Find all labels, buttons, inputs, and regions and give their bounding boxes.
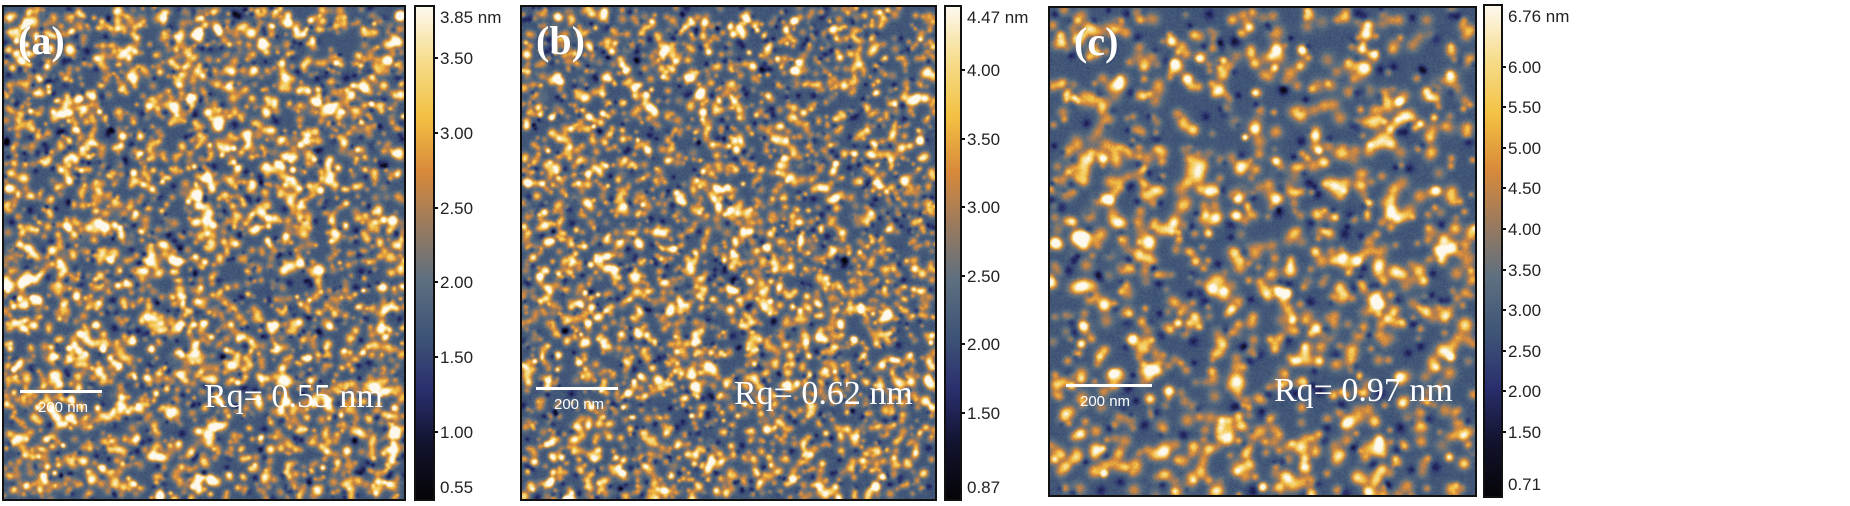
colorbar-tick-label: 6.00 <box>1508 57 1542 77</box>
colorbar-tick <box>433 206 438 209</box>
scale-bar-a <box>20 390 102 393</box>
panel-letter-a: (a) <box>18 18 65 63</box>
colorbar-tick-label: 2.00 <box>440 273 474 293</box>
scale-bar-label-c: 200 nm <box>1080 393 1131 410</box>
colorbar-tick-label: 3.50 <box>1508 260 1542 280</box>
colorbar-tick-label: 4.00 <box>1508 219 1542 239</box>
colorbar-tick <box>1501 106 1506 109</box>
colorbar-tick <box>433 356 438 359</box>
colorbar-tick <box>960 206 965 209</box>
colorbar-tick <box>960 69 965 72</box>
colorbar-tick-label: 3.85 nm <box>440 8 502 27</box>
colorbar-tick-label: 3.00 <box>967 198 1001 218</box>
colorbar-tick <box>1501 349 1506 352</box>
colorbar-tick-label: 4.50 <box>1508 179 1542 199</box>
colorbar-tick <box>960 137 965 140</box>
colorbar-tick-label: 3.50 <box>440 49 474 69</box>
afm-image-a: (a) 200 nm Rq= 0.55 nm <box>2 5 406 501</box>
afm-texture-a <box>4 7 404 499</box>
colorbar-tick <box>1501 65 1506 68</box>
scale-bar-c <box>1066 384 1152 387</box>
colorbar-tick <box>433 281 438 284</box>
colorbar-tick <box>1501 390 1506 393</box>
colorbar-tick <box>960 343 965 346</box>
colorbar-tick <box>960 411 965 414</box>
afm-texture-c <box>1050 8 1475 495</box>
colorbar-tick-label: 3.00 <box>1508 301 1542 321</box>
scale-bar-label-b: 200 nm <box>554 396 605 413</box>
colorbar-tick-label: 5.00 <box>1508 138 1542 158</box>
colorbar-tick <box>1501 309 1506 312</box>
colorbar-tick-label: 3.00 <box>440 123 474 143</box>
afm-image-b: (b) 200 nm Rq= 0.62 nm <box>520 5 937 501</box>
colorbar-c <box>1483 4 1503 498</box>
colorbar-tick <box>433 131 438 134</box>
colorbar-tick-label: 2.50 <box>440 198 474 218</box>
colorbar-tick <box>1501 268 1506 271</box>
afm-image-c: (c) 200 nm Rq= 0.97 nm <box>1048 6 1477 497</box>
afm-texture-b <box>522 7 935 499</box>
panel-letter-b: (b) <box>536 18 585 63</box>
colorbar-tick <box>433 430 438 433</box>
panel-b: (b) 200 nm Rq= 0.62 nm <box>520 5 962 501</box>
colorbar-tick-label: 1.50 <box>1508 422 1542 442</box>
scale-bar-label-a: 200 nm <box>38 399 89 416</box>
colorbar-tick-label: 0.87 <box>967 478 1001 497</box>
colorbar-tick-label: 1.50 <box>967 403 1001 423</box>
colorbar-b <box>944 5 962 501</box>
colorbar-tick-label: 4.00 <box>967 61 1001 81</box>
colorbar-tick <box>1501 146 1506 149</box>
colorbar-tick-label: 1.00 <box>440 422 474 442</box>
rq-label-c: Rq= 0.97 nm <box>1274 372 1453 409</box>
colorbar-tick-label: 2.00 <box>967 335 1001 355</box>
colorbar-tick-label: 2.50 <box>1508 341 1542 361</box>
panel-letter-c: (c) <box>1074 19 1119 64</box>
colorbar-tick <box>1501 227 1506 230</box>
colorbar-tick <box>433 57 438 60</box>
colorbar-tick <box>1501 430 1506 433</box>
colorbar-tick-label: 6.76 nm <box>1508 7 1570 26</box>
scale-bar-b <box>536 387 618 390</box>
panel-a: (a) 200 nm Rq= 0.55 nm <box>0 0 510 506</box>
rq-label-a: Rq= 0.55 nm <box>204 378 383 415</box>
colorbar-tick-label: 4.47 nm <box>967 8 1029 27</box>
rq-label-b: Rq= 0.62 nm <box>734 375 913 412</box>
colorbar-a <box>414 5 435 501</box>
colorbar-tick-label: 2.50 <box>967 266 1001 286</box>
colorbar-tick <box>1501 187 1506 190</box>
colorbar-tick-label: 2.00 <box>1508 382 1542 402</box>
colorbar-tick-label: 1.50 <box>440 348 474 368</box>
colorbar-tick-label: 0.55 <box>440 478 474 497</box>
colorbar-tick <box>960 274 965 277</box>
colorbar-tick-label: 5.50 <box>1508 98 1542 118</box>
colorbar-tick-label: 3.50 <box>967 129 1001 149</box>
colorbar-tick-label: 0.71 <box>1508 475 1542 494</box>
